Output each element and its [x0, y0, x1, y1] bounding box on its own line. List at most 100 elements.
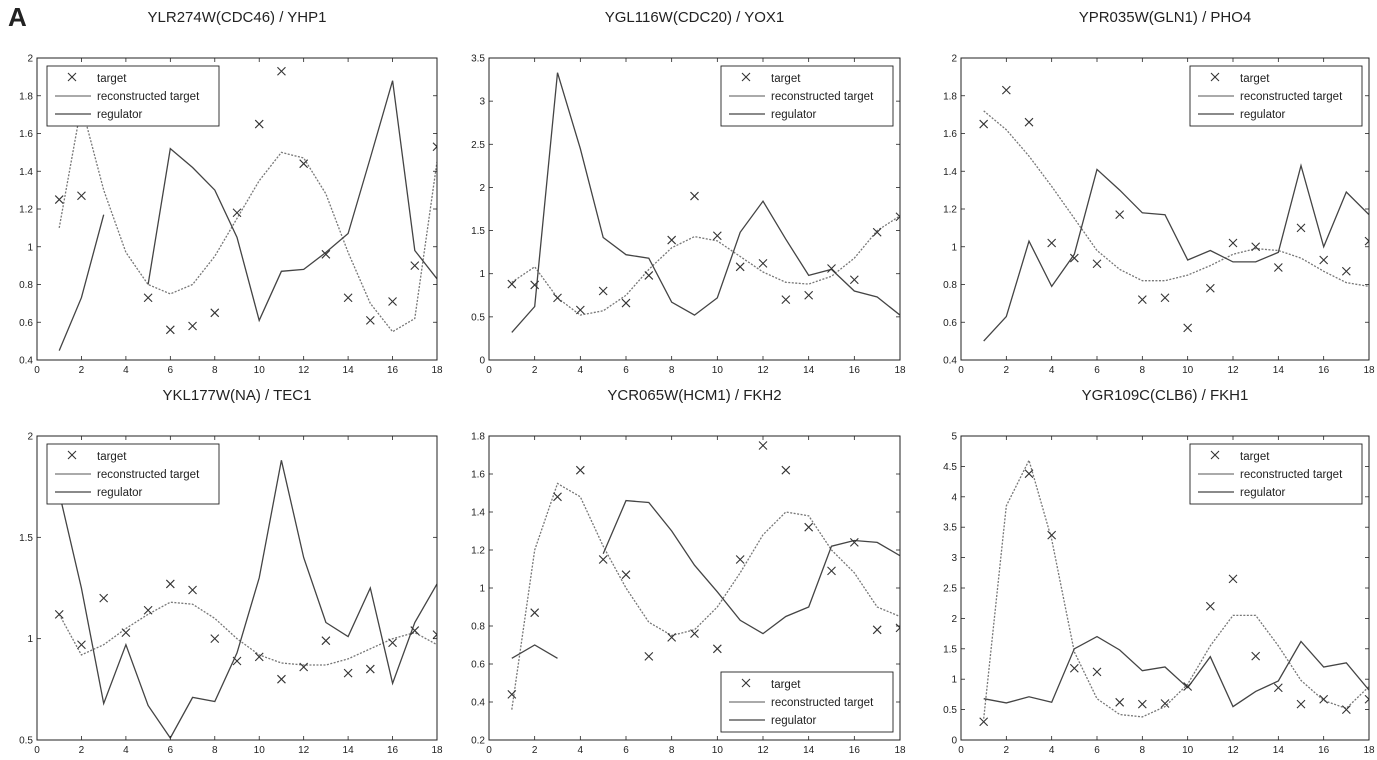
target-point [781, 295, 791, 304]
target-point [54, 609, 64, 619]
target-point [1273, 263, 1283, 272]
x-tick-label: 2 [1004, 365, 1010, 376]
target-point [1341, 705, 1351, 714]
plot-area [507, 441, 900, 710]
reconstructed-target-line [983, 110, 1369, 288]
reconstructed-target-line [511, 215, 900, 316]
target-point [1137, 295, 1147, 304]
legend-reconstructed-label: reconstructed target [97, 91, 200, 103]
y-tick-label: 3.5 [943, 523, 957, 534]
subplot-title: YPR035W(GLN1) / PHO4 [1079, 9, 1252, 26]
target-point [1092, 259, 1102, 269]
target-point [621, 298, 631, 308]
target-point [277, 66, 286, 76]
subplot-4: YKL177W(NA) / TEC1 0 2 4 6 8 10 12 14 16 18 0.5 1 1.5… [19, 387, 443, 756]
y-tick-label: 1.8 [943, 91, 957, 102]
target-point [849, 538, 859, 547]
x-tick-label: 16 [849, 365, 861, 376]
target-point [872, 227, 882, 237]
x-tick-label: 6 [1094, 365, 1100, 376]
x-tick-label: 4 [123, 745, 129, 756]
target-point [553, 293, 562, 303]
axes-frame [36, 57, 438, 361]
target-point [1341, 266, 1351, 276]
x-tick-label: 12 [298, 365, 310, 376]
x-tick-label: 16 [1318, 745, 1330, 756]
y-tick-label: 1.6 [19, 129, 33, 140]
target-point [1273, 683, 1283, 693]
x-tick-label: 6 [623, 365, 629, 376]
target-point [388, 297, 397, 306]
target-point [365, 664, 375, 674]
legend-reconstructed-label: reconstructed target [771, 91, 874, 103]
x-tick-label: 12 [1227, 365, 1239, 376]
x-tick-label: 2 [532, 365, 538, 376]
legend-regulator-label: regulator [771, 109, 817, 121]
target-point [667, 235, 677, 245]
y-tick-label: 3 [951, 553, 957, 564]
target-point [872, 625, 882, 635]
x-tick-label: 18 [431, 745, 443, 756]
target-point [1251, 242, 1261, 252]
subplot-5: YCR065W(HCM1) / FKH2 0 2 4 6 8 10 12 14 16 18 0.2 0.… [471, 387, 906, 756]
subplot-title: YCR065W(HCM1) / FKH2 [607, 387, 781, 404]
target-point [210, 634, 220, 644]
target-point [232, 656, 242, 666]
y-tick-label: 1.2 [471, 546, 485, 557]
y-tick-label: 5 [951, 432, 957, 443]
subplot-title: YLR274W(CDC46) / YHP1 [148, 9, 327, 26]
x-tick-label: 0 [958, 365, 964, 376]
target-point [277, 674, 286, 684]
legend-target-label: target [1240, 73, 1270, 85]
target-point [644, 271, 654, 280]
regulator-line [983, 635, 1369, 708]
target-point [321, 636, 331, 646]
x-tick-label: 0 [34, 365, 40, 376]
legend-regulator-label: regulator [1240, 109, 1286, 121]
y-tick-label: 0.4 [19, 356, 33, 367]
target-point [1205, 601, 1215, 611]
legend-regulator-label: regulator [97, 487, 143, 499]
target-point [1092, 667, 1102, 677]
y-tick-label: 1.8 [471, 432, 485, 443]
target-point [299, 662, 309, 672]
target-point [77, 640, 86, 650]
target-point [530, 280, 540, 290]
y-tick-label: 1.5 [943, 644, 957, 655]
target-point [1001, 85, 1011, 95]
axes-frame [960, 435, 1370, 741]
x-tick-label: 16 [387, 745, 399, 756]
y-tick-label: 3.5 [471, 54, 485, 65]
x-tick-label: 12 [757, 745, 769, 756]
target-point [1228, 238, 1238, 248]
x-tick-label: 12 [298, 745, 310, 756]
target-point [1296, 699, 1306, 709]
reconstructed-target-line [511, 482, 900, 710]
y-tick-label: 2.5 [471, 140, 485, 151]
regulator-line [983, 163, 1369, 342]
plot-area [979, 85, 1369, 342]
legend-reconstructed-label: reconstructed target [1240, 469, 1343, 481]
x-tick-label: 4 [578, 745, 584, 756]
y-tick-label: 2 [951, 54, 957, 65]
y-tick-label: 1.6 [943, 129, 957, 140]
regulator-line [58, 80, 437, 351]
target-point [1364, 694, 1369, 704]
legend: target reconstructed target regulator [720, 65, 894, 127]
y-tick-label: 1.8 [19, 91, 33, 102]
y-tick-label: 0.5 [19, 736, 33, 747]
x-tick-label: 10 [712, 365, 724, 376]
legend-target-marker [741, 678, 751, 688]
target-point [1069, 253, 1079, 263]
x-tick-label: 2 [79, 745, 85, 756]
target-point [1296, 223, 1306, 233]
x-tick-label: 14 [343, 365, 355, 376]
target-point [507, 690, 517, 699]
x-tick-label: 8 [669, 365, 675, 376]
y-tick-label: 1.5 [19, 533, 33, 544]
target-point [598, 555, 608, 564]
target-point [188, 321, 197, 331]
target-point [1319, 255, 1329, 265]
y-tick-label: 0.6 [19, 318, 33, 329]
target-point [99, 593, 109, 603]
